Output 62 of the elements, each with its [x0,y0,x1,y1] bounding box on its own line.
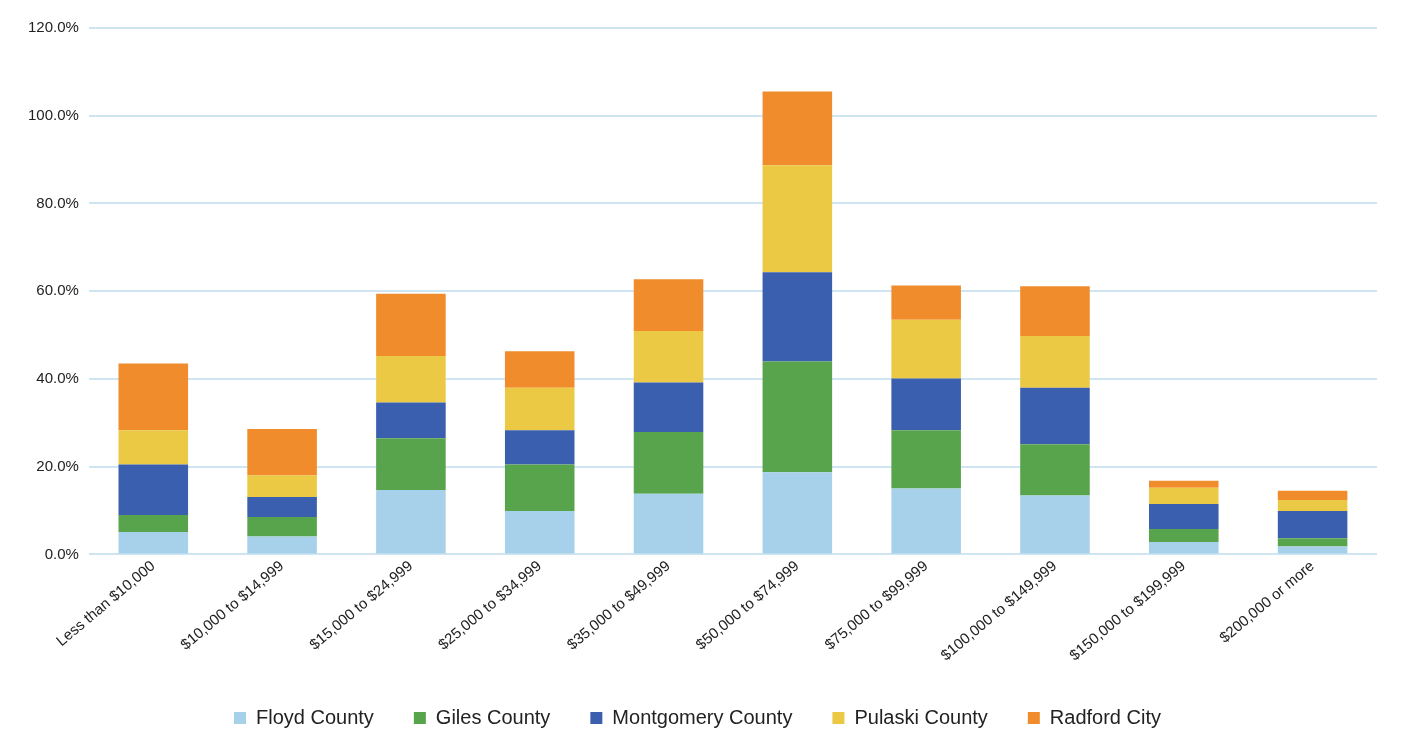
bar [762,272,833,362]
legend-label: Radford City [1049,705,1161,728]
bar [891,285,961,320]
bar [891,430,961,489]
bar [1149,480,1219,488]
bar [118,514,189,533]
bar [1020,495,1090,554]
bar [891,378,961,431]
bar [1277,499,1348,511]
bar [247,475,317,497]
bar [118,363,189,431]
bar [1020,335,1090,388]
bar [247,517,317,537]
bar [504,387,575,431]
bar [376,293,446,357]
bar [633,382,704,432]
bar [633,279,704,332]
bar [762,91,833,166]
bar [1277,510,1348,539]
bar [376,438,446,490]
bar [118,464,189,515]
bar [891,488,961,554]
bar [504,351,575,388]
bar [247,496,317,518]
y-tick-label: 0.0% [44,544,79,562]
bar [1277,538,1348,547]
bar [504,510,575,554]
bar [1149,503,1219,529]
bar [504,430,575,465]
y-tick-label: 100.0% [28,105,79,123]
bar [376,356,446,403]
bar [376,489,446,554]
bar [633,432,704,494]
y-tick-label: 120.0% [28,18,79,36]
bar [891,319,961,379]
bar [247,428,317,476]
bar [118,532,189,554]
bar [1020,387,1090,445]
legend-label: Floyd County [256,705,374,728]
legend-label: Giles County [435,705,551,728]
bar [1277,546,1348,554]
bar [1149,528,1219,543]
bar [247,536,317,554]
bar [762,361,833,473]
bar [762,472,833,554]
bar [504,464,575,511]
legend-label: Pulaski County [854,705,988,728]
bar [1149,542,1219,554]
bar [633,331,704,383]
bar [1277,490,1348,500]
bar [376,402,446,439]
bar [118,430,189,465]
y-tick-label: 80.0% [36,193,79,211]
bar [633,493,704,554]
bar [1020,444,1090,496]
legend-label: Montgomery County [612,705,793,728]
bar [762,165,833,273]
bar [1020,286,1090,336]
y-tick-label: 20.0% [36,456,79,474]
bar [1149,487,1219,504]
y-tick-label: 40.0% [36,369,79,387]
y-tick-label: 60.0% [36,281,79,299]
